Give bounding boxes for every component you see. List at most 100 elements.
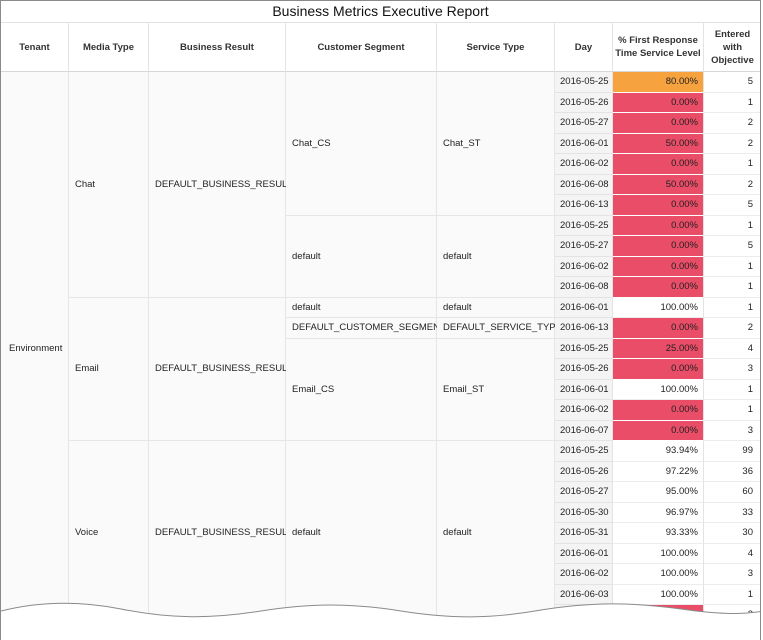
first-response-pct-cell: 0.00%: [613, 215, 704, 236]
customer-segment-cell: Email_CS: [286, 338, 437, 441]
media-type-cell: Chat: [69, 72, 149, 298]
day-cell: 2016-06-08: [555, 174, 613, 195]
customer-segment-cell: DEFAULT_CUSTOMER_SEGMENT: [286, 318, 446, 339]
service-type-cell: Chat_ST: [437, 72, 555, 216]
day-cell: 2016-06-02: [555, 400, 613, 421]
service-type-cell: default: [437, 215, 555, 298]
customer-segment-cell: default: [286, 441, 437, 626]
service-type-cell: DEFAULT_SERVICE_TYPE: [437, 318, 562, 339]
first-response-pct-cell: 100.00%: [613, 297, 704, 318]
day-cell: 2016-05-25: [555, 338, 613, 359]
first-response-pct-cell: 0.00%: [613, 92, 704, 113]
first-response-pct-cell: 100.00%: [613, 564, 704, 585]
day-cell: 2016-05-25: [555, 215, 613, 236]
first-response-pct-cell: 0.00%: [613, 277, 704, 298]
day-cell: 2016-05-27: [555, 236, 613, 257]
first-response-pct-cell: 93.33%: [613, 523, 704, 544]
entered-with-objective-cell: 1: [704, 93, 760, 113]
first-response-pct-cell: 95.00%: [613, 482, 704, 503]
entered-with-objective-cell: 1: [704, 298, 760, 318]
first-response-pct-cell: 50.00%: [613, 133, 704, 154]
entered-with-objective-cell: 1: [704, 257, 760, 277]
entered-with-objective-cell: 1: [704, 277, 760, 298]
first-response-pct-cell: 0.00%: [613, 400, 704, 421]
entered-with-objective-cell: 5: [704, 72, 760, 93]
entered-with-objective-cell: 3: [704, 359, 760, 380]
first-response-pct-cell: 0.00%: [613, 420, 704, 441]
entered-with-objective-cell: 60: [704, 482, 760, 503]
day-cell: 2016-05-31: [555, 523, 613, 544]
first-response-pct-cell: 96.97%: [613, 502, 704, 523]
business-result-cell: DEFAULT_BUSINESS_RESULT: [149, 297, 292, 441]
first-response-pct-cell: 100.00%: [613, 543, 704, 564]
entered-with-objective-cell: 2: [704, 113, 760, 134]
first-response-pct-cell: 50.00%: [613, 605, 704, 626]
first-response-pct-cell: 0.00%: [613, 113, 704, 134]
header-customer-segment[interactable]: Customer Segment: [286, 22, 437, 72]
report-table: Tenant Media Type Business Result Custom…: [1, 22, 760, 626]
first-response-pct-cell: 0.00%: [613, 236, 704, 257]
entered-with-objective-cell: 2: [704, 175, 760, 195]
header-entered-with-objective[interactable]: Entered with Objective: [704, 22, 760, 72]
entered-with-objective-cell: 4: [704, 339, 760, 359]
day-cell: 2016-05-26: [555, 359, 613, 380]
day-cell: 2016-06-02: [555, 564, 613, 585]
first-response-pct-cell: 97.22%: [613, 461, 704, 482]
header-business-result[interactable]: Business Result: [149, 22, 286, 72]
first-response-pct-cell: 50.00%: [613, 174, 704, 195]
entered-with-objective-cell: 1: [704, 380, 760, 400]
day-cell: 2016-06-13: [555, 195, 613, 216]
day-cell: 2016-05-26: [555, 92, 613, 113]
day-cell: 2016-05-27: [555, 482, 613, 503]
day-cell: 2016-05-25: [555, 441, 613, 462]
first-response-pct-cell: 0.00%: [613, 256, 704, 277]
first-response-pct-cell: 0.00%: [613, 318, 704, 339]
entered-with-objective-cell: 99: [704, 441, 760, 462]
entered-with-objective-cell: 2: [704, 134, 760, 154]
entered-with-objective-cell: 5: [704, 195, 760, 216]
day-cell: 2016-06-07: [555, 420, 613, 441]
header-first-response-pct[interactable]: % First Response Time Service Level: [613, 22, 704, 72]
day-cell: 2016-06-02: [555, 256, 613, 277]
customer-segment-cell: Chat_CS: [286, 72, 437, 216]
entered-with-objective-cell: 33: [704, 503, 760, 523]
header-day[interactable]: Day: [555, 22, 613, 72]
report-title: Business Metrics Executive Report: [272, 3, 489, 19]
first-response-pct-cell: 100.00%: [613, 379, 704, 400]
tenant-cell: Environment: [1, 72, 69, 626]
header-tenant[interactable]: Tenant: [1, 22, 69, 72]
first-response-pct-cell: 93.94%: [613, 441, 704, 462]
day-cell: 2016-06-02: [555, 154, 613, 175]
entered-with-objective-cell: 3: [704, 421, 760, 441]
day-cell: 2016-05-25: [555, 72, 613, 93]
entered-with-objective-cell: 4: [704, 544, 760, 564]
first-response-pct-cell: 100.00%: [613, 584, 704, 605]
entered-with-objective-cell: 1: [704, 585, 760, 605]
day-cell: 2016-06-01: [555, 543, 613, 564]
entered-with-objective-cell: 1: [704, 216, 760, 236]
day-cell: 2016-06-06: [555, 605, 613, 626]
first-response-pct-cell: 0.00%: [613, 154, 704, 175]
first-response-pct-cell: 25.00%: [613, 338, 704, 359]
first-response-pct-cell: 0.00%: [613, 195, 704, 216]
first-response-pct-cell: 0.00%: [613, 359, 704, 380]
service-type-cell: Email_ST: [437, 338, 555, 441]
media-type-cell: Voice: [69, 441, 149, 626]
service-type-cell: default: [437, 441, 555, 626]
header-media-type[interactable]: Media Type: [69, 22, 149, 72]
entered-with-objective-cell: 36: [704, 462, 760, 482]
media-type-cell: Email: [69, 297, 149, 441]
entered-with-objective-cell: 2: [704, 318, 760, 339]
day-cell: 2016-06-08: [555, 277, 613, 298]
first-response-pct-cell: 80.00%: [613, 72, 704, 93]
day-cell: 2016-05-27: [555, 113, 613, 134]
entered-with-objective-cell: 30: [704, 523, 760, 544]
entered-with-objective-cell: 3: [704, 564, 760, 585]
business-result-cell: DEFAULT_BUSINESS_RESULT: [149, 441, 292, 626]
day-cell: 2016-06-01: [555, 133, 613, 154]
entered-with-objective-cell: 5: [704, 236, 760, 257]
entered-with-objective-cell: 1: [704, 154, 760, 175]
entered-with-objective-cell: 1: [704, 400, 760, 421]
header-service-type[interactable]: Service Type: [437, 22, 555, 72]
